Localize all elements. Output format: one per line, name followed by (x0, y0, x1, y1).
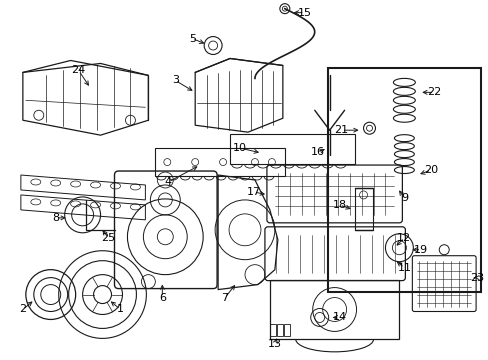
Text: 13: 13 (267, 339, 281, 349)
Bar (269, 324, 275, 336)
Bar (276, 324, 282, 336)
Text: 23: 23 (469, 273, 483, 283)
Text: 21: 21 (334, 125, 348, 135)
Bar (354, 188, 372, 230)
Text: 11: 11 (397, 263, 410, 273)
Text: 20: 20 (424, 165, 437, 175)
Text: 7: 7 (221, 293, 228, 302)
Text: 16: 16 (310, 147, 324, 157)
Text: 24: 24 (71, 66, 85, 76)
Bar (155, 148, 285, 176)
Text: 17: 17 (246, 187, 261, 197)
Text: 1: 1 (117, 305, 124, 315)
Text: 14: 14 (332, 312, 346, 323)
Text: 12: 12 (397, 233, 410, 243)
Text: 18: 18 (332, 200, 346, 210)
Text: 5: 5 (188, 33, 195, 44)
Text: 10: 10 (233, 143, 246, 153)
Text: 2: 2 (19, 305, 26, 315)
Text: 8: 8 (52, 213, 59, 223)
Bar (229, 134, 354, 164)
Text: 25: 25 (101, 233, 115, 243)
Text: 22: 22 (426, 87, 441, 97)
Bar (283, 324, 289, 336)
Bar (269, 280, 399, 339)
Bar (327, 68, 480, 292)
Text: 19: 19 (413, 245, 427, 255)
Text: 15: 15 (297, 8, 311, 18)
Text: 6: 6 (159, 293, 165, 302)
Text: 9: 9 (400, 193, 407, 203)
Text: 3: 3 (171, 75, 179, 85)
Text: 4: 4 (164, 177, 171, 187)
